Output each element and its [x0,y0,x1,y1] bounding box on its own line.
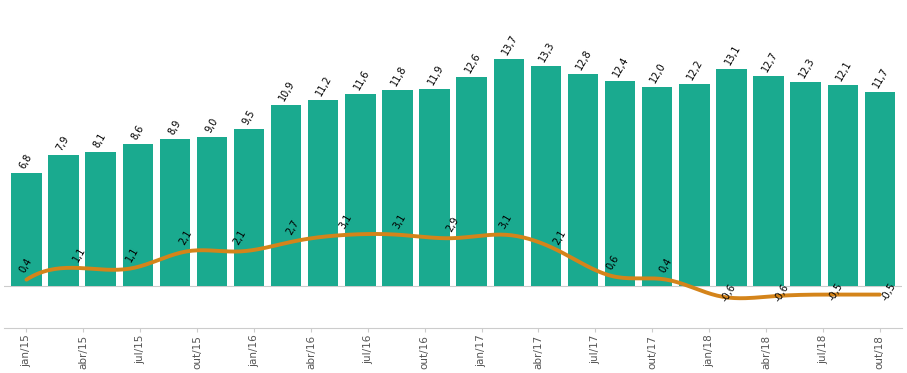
Text: -0,5: -0,5 [826,280,844,302]
Bar [493,59,524,286]
Text: 9,0: 9,0 [203,116,219,134]
Bar [419,89,450,286]
Text: 12,0: 12,0 [649,61,668,85]
Text: 0,4: 0,4 [658,257,674,275]
Bar [234,129,264,286]
Text: -0,6: -0,6 [773,282,791,304]
Bar [48,155,79,286]
Text: 11,6: 11,6 [352,68,371,91]
Text: 12,3: 12,3 [797,56,816,80]
Text: 8,1: 8,1 [92,131,108,149]
Text: 11,9: 11,9 [426,63,445,86]
Text: 12,7: 12,7 [760,49,779,73]
Text: 10,9: 10,9 [278,79,297,103]
Text: 0,4: 0,4 [18,257,34,275]
Bar [11,173,42,286]
Text: 1,1: 1,1 [124,245,141,263]
Text: 0,6: 0,6 [604,253,620,272]
Text: 2,1: 2,1 [178,228,194,247]
Text: 12,4: 12,4 [611,54,631,78]
Bar [864,92,895,286]
Bar [308,100,338,286]
Text: -0,6: -0,6 [720,282,738,304]
Bar [679,84,709,286]
Bar [122,144,153,286]
Bar [271,106,301,286]
Text: 12,8: 12,8 [574,48,594,71]
Bar [85,152,116,286]
Text: 2,1: 2,1 [551,228,568,247]
Bar [605,81,635,286]
Bar [754,75,784,286]
Text: 2,1: 2,1 [231,228,248,247]
Bar [197,137,227,286]
Text: 2,9: 2,9 [444,215,461,233]
Bar [568,74,599,286]
Bar [531,66,561,286]
Bar [346,94,375,286]
Text: -0,5: -0,5 [880,280,898,302]
Text: 11,7: 11,7 [872,66,891,90]
Text: 12,6: 12,6 [463,51,483,75]
Text: 2,7: 2,7 [285,218,301,237]
Text: 6,8: 6,8 [18,153,34,171]
Text: 13,7: 13,7 [500,33,520,56]
Bar [160,139,190,286]
Bar [456,77,487,286]
Bar [717,69,746,286]
Text: 7,9: 7,9 [55,134,72,153]
Text: 11,2: 11,2 [315,74,334,98]
Bar [382,91,413,286]
Bar [790,82,821,286]
Text: 1,1: 1,1 [71,245,87,263]
Text: 3,1: 3,1 [498,212,514,230]
Text: 13,1: 13,1 [723,43,742,66]
Text: 3,1: 3,1 [391,212,407,230]
Text: 11,8: 11,8 [389,65,408,88]
Bar [642,87,672,286]
Bar [827,85,858,286]
Text: 3,1: 3,1 [337,212,354,230]
Text: 9,5: 9,5 [240,108,257,126]
Text: 12,2: 12,2 [686,57,705,81]
Text: 12,1: 12,1 [834,59,853,83]
Text: 8,6: 8,6 [129,123,145,141]
Text: 13,3: 13,3 [537,40,557,63]
Text: 8,9: 8,9 [166,118,182,136]
